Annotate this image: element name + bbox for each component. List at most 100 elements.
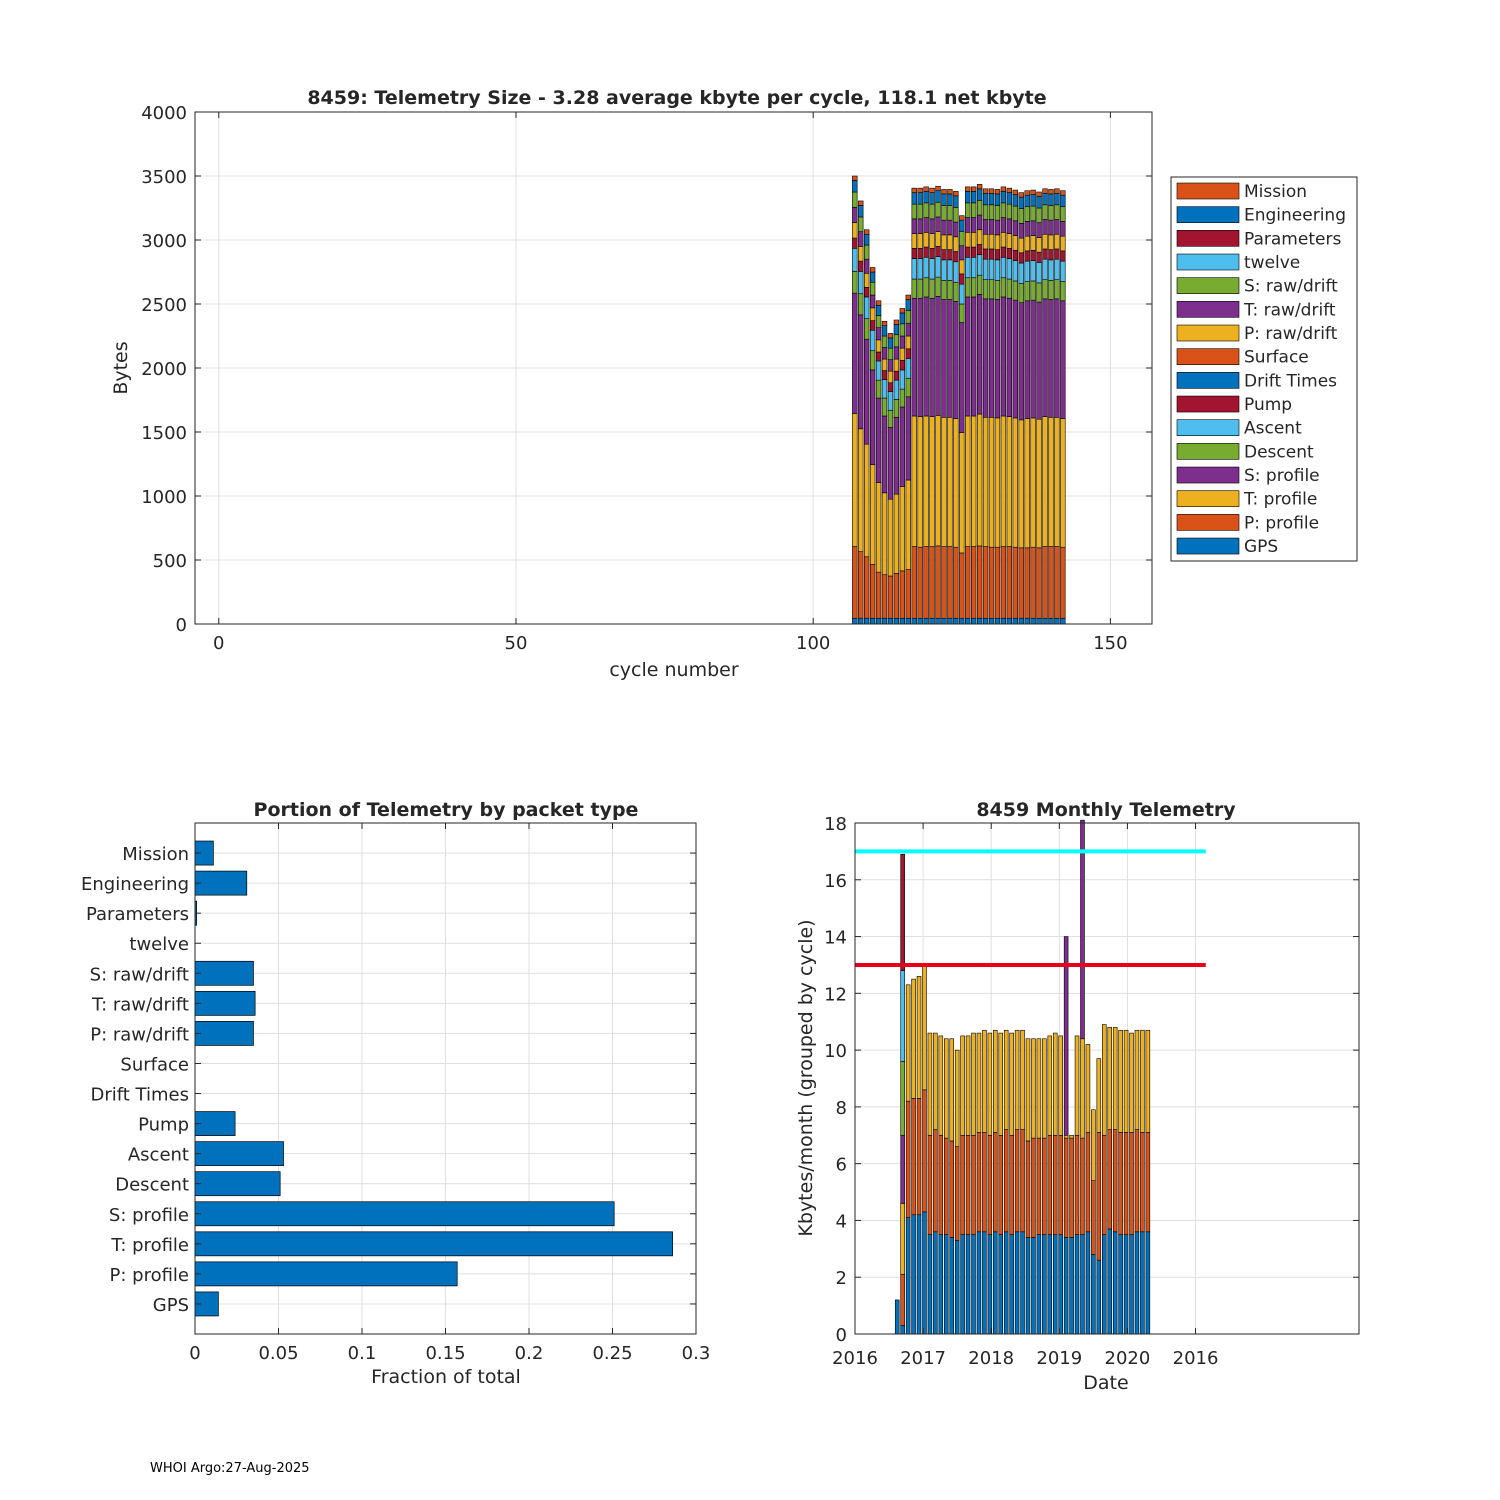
monthly-telemetry-bar-segment	[987, 1234, 993, 1335]
telemetry-size-bar-segment	[881, 358, 888, 371]
telemetry-size-bar-segment	[1048, 299, 1054, 418]
telemetry-size-bar-segment	[1000, 217, 1007, 233]
telemetry-size-bar-segment	[1024, 190, 1030, 196]
monthly-telemetry-bar-segment	[905, 1217, 911, 1335]
telemetry-size-bar-segment	[976, 617, 983, 625]
telemetry-size-bar-segment	[965, 617, 971, 625]
telemetry-size-bar-segment	[911, 248, 917, 259]
telemetry-size-bar-segment	[1000, 617, 1007, 625]
telemetry-size-bar-segment	[1006, 203, 1013, 220]
telemetry-size-bar-segment	[1018, 223, 1024, 239]
monthly-telemetry-bar-segment	[916, 1214, 922, 1335]
telemetry-size-bar-segment	[965, 202, 971, 218]
telemetry-size-bar-segment	[994, 299, 1001, 419]
telemetry-size-bar-segment	[864, 443, 870, 558]
telemetry-size-xtick-label: 100	[796, 633, 830, 654]
telemetry-size-bar-segment	[1030, 235, 1036, 251]
monthly-telemetry-bar-segment	[927, 1032, 933, 1136]
monthly-telemetry-bar-segment	[1085, 1044, 1091, 1133]
monthly-telemetry-bar-segment	[993, 1029, 998, 1133]
telemetry-size-bar-segment	[923, 546, 929, 619]
telemetry-size-bar-segment	[1054, 279, 1060, 300]
telemetry-size-bar-segment	[917, 248, 923, 259]
telemetry-size-bar-segment	[1012, 546, 1018, 619]
monthly-telemetry-bar-segment	[971, 1032, 976, 1136]
monthly-telemetry-bar-segment	[1096, 1132, 1102, 1261]
monthly-telemetry-bar-segment	[1052, 1134, 1058, 1235]
monthly-telemetry-title: 8459 Monthly Telemetry	[976, 799, 1236, 821]
telemetry-size-bar-segment	[941, 193, 947, 206]
monthly-telemetry-bar-segment	[1052, 1234, 1058, 1335]
portion-by-packet-xtick-label: 0.15	[425, 1343, 465, 1364]
portion-by-packet-category-label: P: profile	[110, 1265, 190, 1286]
telemetry-size-bar-segment	[953, 617, 959, 625]
telemetry-size-bar-segment	[935, 415, 941, 547]
telemetry-size-bar-segment	[929, 258, 935, 280]
telemetry-size-bar-segment	[935, 231, 941, 247]
portion-by-packet-category-label: Ascent	[128, 1145, 189, 1166]
monthly-telemetry-bar-segment	[960, 1035, 965, 1136]
telemetry-size-bar-segment	[982, 188, 989, 194]
telemetry-size-bar-segment	[875, 339, 882, 353]
telemetry-size-bar-segment	[905, 358, 911, 379]
telemetry-size-bar-segment	[864, 233, 870, 246]
telemetry-size-bar-segment	[893, 617, 900, 625]
monthly-telemetry-bar-segment	[1112, 1027, 1118, 1130]
telemetry-size-xlabel: cycle number	[609, 659, 738, 681]
telemetry-size-legend-swatch	[1176, 514, 1240, 531]
monthly-telemetry-bar-segment	[982, 1231, 987, 1335]
telemetry-size-bar-segment	[852, 222, 858, 239]
portion-by-packet-title: Portion of Telemetry by packet type	[254, 799, 639, 821]
telemetry-size-bar-segment	[965, 415, 971, 547]
telemetry-size-bar-segment	[959, 552, 965, 619]
telemetry-size-bar-segment	[1006, 416, 1013, 547]
telemetry-size-bar-segment	[953, 221, 959, 238]
telemetry-size-bar-segment	[875, 617, 882, 625]
telemetry-size-legend-label: T: raw/drift	[1243, 300, 1336, 320]
monthly-telemetry-bar-segment	[1091, 1180, 1096, 1255]
telemetry-size-bar-segment	[905, 396, 911, 481]
telemetry-size-bar-segment	[947, 546, 953, 619]
telemetry-size-bar-segment	[1000, 232, 1007, 248]
telemetry-size-bar-segment	[1060, 194, 1066, 208]
telemetry-size-bar-segment	[1036, 301, 1042, 420]
monthly-telemetry-bar-segment	[1009, 1032, 1014, 1136]
telemetry-size-bar-segment	[929, 248, 935, 259]
telemetry-size-bar-segment	[869, 564, 876, 619]
telemetry-size-bar-segment	[881, 379, 888, 399]
telemetry-size-bar-segment	[923, 232, 929, 248]
monthly-telemetry-bar-segment	[1063, 936, 1069, 1136]
telemetry-size-xtick-label: 150	[1093, 633, 1127, 654]
telemetry-size-bar-segment	[935, 246, 941, 257]
telemetry-size-bar-segment	[852, 191, 858, 208]
telemetry-size-bar-segment	[917, 278, 923, 299]
telemetry-size-bar-segment	[959, 322, 965, 433]
telemetry-size-bar-segment	[941, 219, 947, 236]
monthly-telemetry-bar-segment	[1102, 1024, 1107, 1136]
telemetry-size-bar-segment	[1042, 204, 1048, 220]
monthly-telemetry-bar-segment	[949, 1140, 954, 1238]
telemetry-size-bar-segment	[852, 175, 858, 181]
telemetry-size-bar-segment	[1030, 417, 1036, 548]
telemetry-size-bar-segment	[982, 233, 989, 250]
telemetry-size-bar-segment	[1030, 546, 1036, 619]
telemetry-size-bar-segment	[1000, 246, 1007, 258]
monthly-telemetry-bar-segment	[938, 1234, 944, 1335]
telemetry-size-bar-segment	[1000, 256, 1007, 279]
monthly-telemetry-bar-segment	[1096, 1058, 1102, 1133]
telemetry-size-bar-segment	[1048, 205, 1054, 221]
telemetry-size-bar-segment	[864, 229, 870, 235]
telemetry-size-bar-segment	[959, 432, 965, 554]
telemetry-size-bar-segment	[923, 256, 929, 279]
monthly-telemetry-bar-segment	[933, 1129, 938, 1233]
monthly-telemetry-ytick-label: 12	[824, 984, 847, 1005]
telemetry-size-bar-segment	[1006, 617, 1013, 625]
portion-by-packet-xlabel: Fraction of total	[371, 1366, 521, 1388]
monthly-telemetry-bar-segment	[944, 1234, 949, 1335]
telemetry-size-bar-segment	[994, 219, 1001, 236]
telemetry-size-bar-segment	[982, 204, 989, 220]
portion-by-packet-category-label: twelve	[129, 934, 189, 955]
monthly-telemetry-bar-segment	[1085, 1132, 1091, 1233]
telemetry-size-bar-segment	[941, 617, 947, 625]
monthly-telemetry-xtick-label: 2017	[900, 1348, 946, 1369]
